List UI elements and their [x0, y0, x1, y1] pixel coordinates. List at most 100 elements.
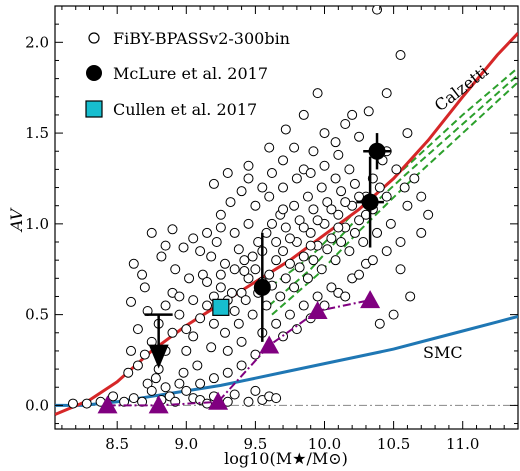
fiby-point — [188, 233, 199, 244]
fiby-point — [156, 251, 167, 262]
fiby-point — [81, 398, 92, 409]
fiby-point — [233, 244, 244, 255]
fiby-point — [250, 200, 261, 211]
fiby-point — [336, 237, 347, 248]
triangle-point — [307, 300, 328, 319]
y-axis-label: AV — [7, 207, 26, 233]
fiby-point — [160, 382, 171, 393]
fiby-point — [215, 222, 226, 233]
fiby-point — [284, 258, 295, 269]
fiby-point — [381, 191, 392, 202]
fiby-point — [146, 385, 157, 396]
fiby-point — [146, 227, 157, 238]
triangle-point — [208, 391, 229, 410]
fiby-point — [266, 168, 277, 179]
fiby-point — [211, 237, 222, 248]
fiby-point — [250, 349, 261, 360]
fiby-point — [195, 378, 206, 389]
fiby-point — [298, 251, 309, 262]
fiby-point — [108, 391, 119, 402]
fiby-point — [319, 128, 330, 139]
fiby-point — [271, 318, 282, 329]
fiby-point — [240, 295, 251, 306]
fiby-point — [206, 251, 217, 262]
fiby-point — [278, 246, 289, 257]
fiby-point — [188, 295, 199, 306]
legend: FiBY-BPASSv2-300bin McLure et al. 2017 C… — [85, 29, 290, 119]
fiby-point — [247, 309, 258, 320]
fiby-point — [330, 137, 341, 148]
fiby-point — [395, 237, 406, 248]
fiby-point — [374, 182, 385, 193]
fiby-point — [184, 273, 195, 284]
fiby-point — [402, 128, 413, 139]
fiby-point — [385, 218, 396, 229]
fiby-point — [399, 182, 410, 193]
fiby-point — [206, 342, 217, 353]
fiby-point — [229, 264, 240, 275]
fiby-point — [278, 204, 289, 215]
fiby-point — [354, 215, 365, 226]
fiby-point — [381, 88, 392, 99]
fiby-point — [308, 204, 319, 215]
fiby-point — [219, 258, 230, 269]
fiby-point — [302, 191, 313, 202]
fiby-point — [363, 106, 374, 117]
fiby-point — [316, 264, 327, 275]
fiby-point — [298, 109, 309, 120]
fiby-point — [271, 393, 282, 404]
fiby-point — [160, 240, 171, 251]
fiby-point — [236, 336, 247, 347]
fiby-point — [126, 296, 137, 307]
fiby-point — [312, 88, 323, 99]
fiby-point — [354, 269, 365, 280]
fiby-point — [160, 300, 171, 311]
legend-cullen-label: Cullen et al. 2017 — [113, 100, 257, 119]
fiby-point — [289, 282, 300, 293]
fiby-point — [405, 291, 416, 302]
fiby-point — [137, 269, 148, 280]
fiby-point — [236, 360, 247, 371]
fiby-point — [358, 237, 369, 248]
fiby-point — [181, 324, 192, 335]
legend-fiby-label: FiBY-BPASSv2-300bin — [113, 29, 290, 48]
fiby-point — [264, 191, 275, 202]
fiby-point — [416, 191, 427, 202]
fiby-point — [336, 186, 347, 197]
fiby-point — [298, 300, 309, 311]
fiby-point — [139, 349, 150, 360]
y-tick-label: 2.0 — [25, 33, 49, 51]
fiby-point — [278, 182, 289, 193]
fiby-point — [326, 282, 337, 293]
fiby-point — [126, 345, 137, 356]
legend-cullen-marker — [85, 100, 103, 118]
fiby-point — [280, 273, 291, 284]
fiby-point — [202, 227, 213, 238]
fiby-point — [233, 318, 244, 329]
fiby-point — [340, 197, 351, 208]
fiby-point — [305, 240, 316, 251]
y-tick-label: 0.5 — [25, 306, 49, 324]
fiby-point — [174, 291, 185, 302]
fiby-point — [178, 242, 189, 253]
fiby-point — [222, 367, 233, 378]
y-tick-label: 1.0 — [25, 215, 49, 233]
fiby-point — [305, 168, 316, 179]
x-tick-label: 10.5 — [377, 435, 410, 453]
fiby-point — [402, 200, 413, 211]
triangle-connector — [107, 299, 371, 407]
x-tick-label: 10.0 — [308, 435, 341, 453]
fiby-point — [195, 313, 206, 324]
fiby-point — [340, 119, 351, 130]
fiby-point — [132, 324, 143, 335]
fiby-point — [305, 227, 316, 238]
fiby-point — [280, 222, 291, 233]
fiby-point — [372, 227, 383, 238]
fiby-point — [170, 264, 181, 275]
fiby-point — [289, 200, 300, 211]
fiby-point — [344, 164, 355, 175]
fiby-point — [395, 50, 406, 61]
fiby-point — [174, 378, 185, 389]
fiby-point — [123, 367, 134, 378]
